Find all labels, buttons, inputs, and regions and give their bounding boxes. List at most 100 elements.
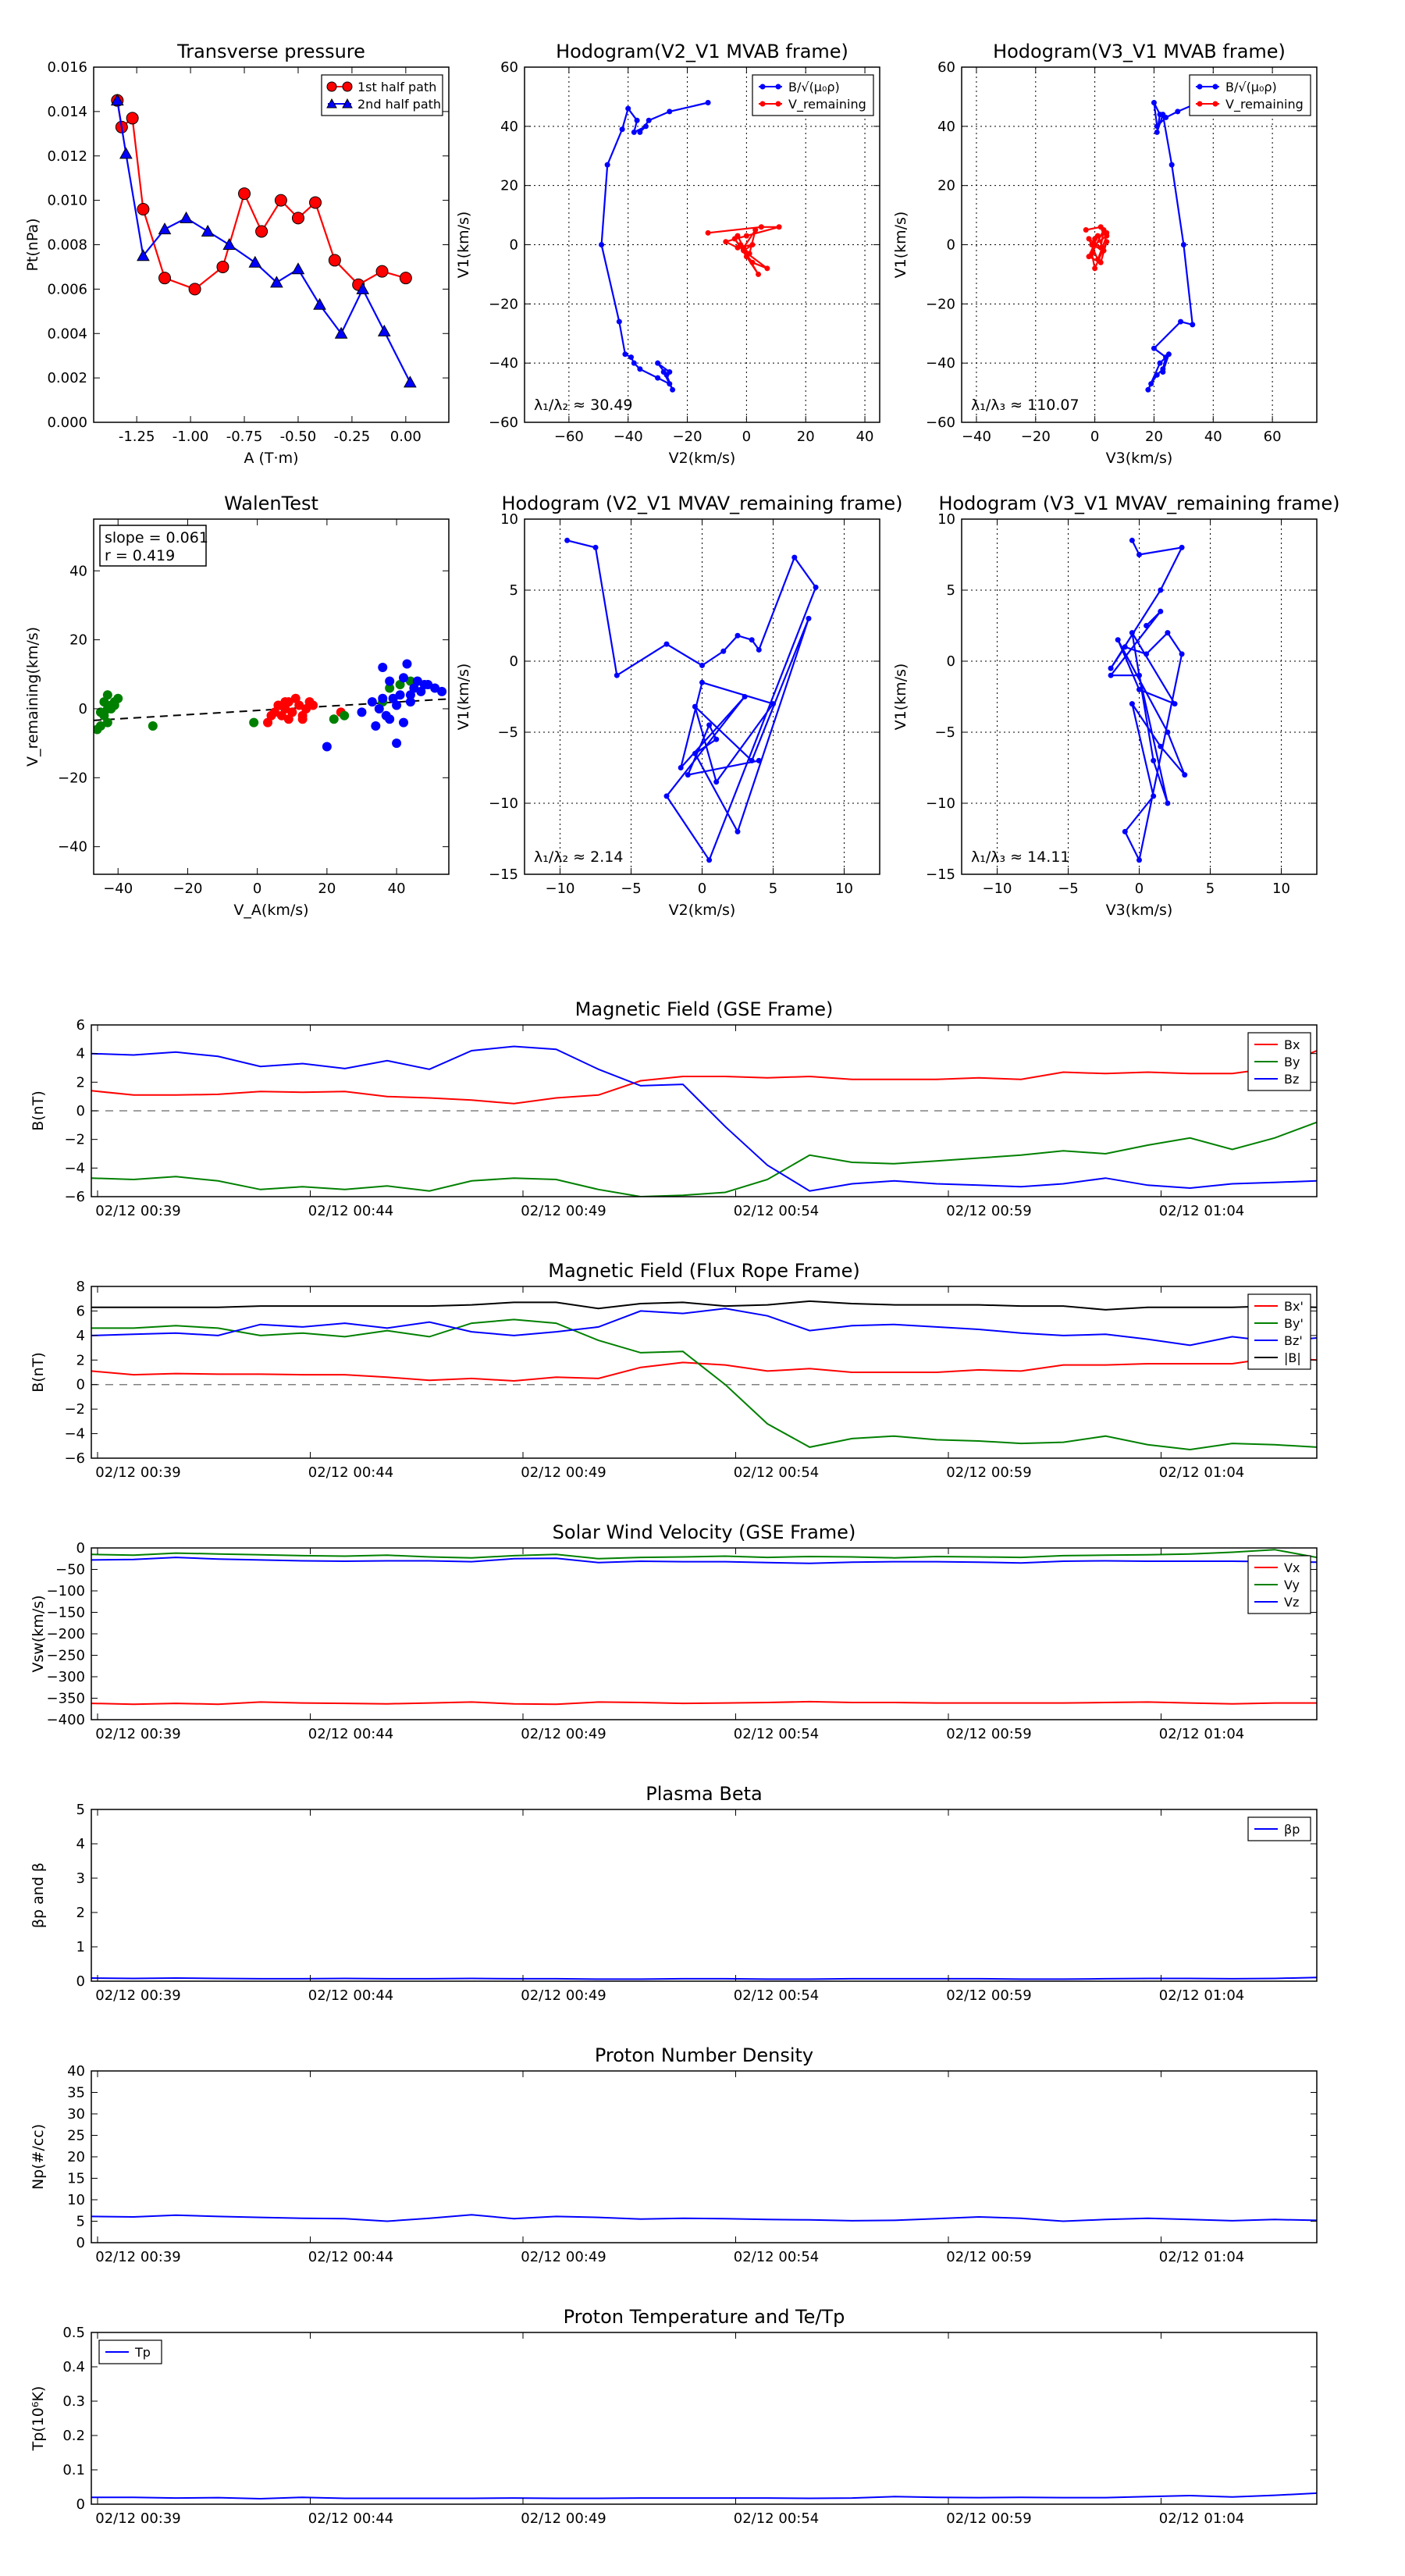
data-point xyxy=(735,233,741,239)
y-tick-label: −20 xyxy=(489,296,518,312)
y-tick-label: 0.010 xyxy=(47,193,87,209)
series-group xyxy=(110,94,417,388)
data-point xyxy=(663,641,670,647)
data-point xyxy=(392,700,402,710)
chart-title: Plasma Beta xyxy=(646,1783,762,1805)
data-point xyxy=(705,229,711,236)
plot-frame xyxy=(91,1809,1318,1982)
series-line-Vy xyxy=(91,1549,1317,1560)
data-point xyxy=(1092,265,1098,272)
legend-label: B/√(μ₀ρ) xyxy=(1225,80,1277,94)
data-point xyxy=(1092,242,1098,247)
data-point xyxy=(655,360,661,366)
y-axis-label: V_remaining(km/s) xyxy=(24,627,41,767)
x-tick-label: 20 xyxy=(1145,429,1163,445)
y-tick-label: 0.1 xyxy=(62,2462,85,2478)
series-line-Bz' xyxy=(91,1308,1317,1347)
y-tick-label: 40 xyxy=(937,119,955,135)
data-point xyxy=(399,717,409,728)
data-point xyxy=(1101,227,1107,233)
x-axis-label: V2(km/s) xyxy=(669,450,736,467)
plot-frame xyxy=(91,1547,1318,1720)
data-point xyxy=(1180,242,1186,247)
x-tick-label: 02/12 01:04 xyxy=(1159,1987,1244,2004)
y-tick-label: 4 xyxy=(76,1836,85,1852)
stats-box xyxy=(99,525,207,567)
y-tick-label: 0 xyxy=(76,2496,85,2513)
data-point xyxy=(1151,345,1157,351)
y-tick-label: 3 xyxy=(76,1870,85,1887)
y-tick-label: −60 xyxy=(489,415,518,431)
y-tick-label: 0.2 xyxy=(62,2428,85,2444)
data-point xyxy=(308,700,318,710)
data-point xyxy=(1129,701,1135,707)
x-tick-label: −20 xyxy=(673,429,702,445)
series-line-Np xyxy=(91,2214,1317,2222)
data-point xyxy=(402,659,412,669)
data-point xyxy=(1179,651,1185,657)
y-tick-label: 0.002 xyxy=(47,370,87,386)
y-tick-label: 0.008 xyxy=(47,237,87,254)
chart-title: Solar Wind Velocity (GSE Frame) xyxy=(553,1521,856,1543)
data-point xyxy=(255,225,269,238)
data-point xyxy=(1136,672,1142,678)
data-point xyxy=(742,694,748,699)
y-tick-label: −400 xyxy=(47,1712,85,1728)
series-group xyxy=(1108,537,1188,863)
y-tick-label: −350 xyxy=(47,1691,85,1707)
data-point xyxy=(102,717,112,728)
x-tick-label: 02/12 00:39 xyxy=(95,1726,180,1742)
x-tick-label: 10 xyxy=(1272,881,1290,897)
y-tick-label: −300 xyxy=(47,1669,85,1685)
x-tick-label: 02/12 00:49 xyxy=(521,1726,606,1742)
y-axis-label: βp and β xyxy=(30,1863,47,1928)
x-tick-label: 40 xyxy=(1204,429,1222,445)
data-point xyxy=(655,375,661,381)
y-tick-label: 0 xyxy=(76,2235,85,2251)
data-point xyxy=(270,276,283,288)
x-tick-label: −20 xyxy=(1021,429,1051,445)
legend-marker xyxy=(775,84,781,90)
x-tick-label: 02/12 00:54 xyxy=(734,1987,819,2004)
x-tick-label: −40 xyxy=(103,881,133,897)
data-point xyxy=(692,703,698,710)
data-point xyxy=(1089,251,1095,257)
x-tick-label: 5 xyxy=(769,881,777,897)
x-tick-label: 02/12 00:54 xyxy=(734,1726,819,1742)
series-line-Tp xyxy=(91,2492,1317,2500)
series-line-By xyxy=(91,1121,1317,1197)
series-group xyxy=(91,1976,1317,1980)
y-tick-label: −40 xyxy=(926,355,955,372)
x-tick-label: 02/12 00:49 xyxy=(521,1464,606,1481)
x-tick-label: 02/12 00:44 xyxy=(308,1987,393,2004)
x-tick-label: 02/12 00:39 xyxy=(95,1464,180,1481)
legend-label: Bz xyxy=(1284,1072,1299,1087)
y-tick-label: 0.014 xyxy=(47,104,87,120)
legend-label: 1st half path xyxy=(357,80,436,94)
plot-frame xyxy=(91,2332,1318,2505)
y-tick-label: 0 xyxy=(76,1973,85,1990)
data-point xyxy=(385,676,395,686)
chart-title: WalenTest xyxy=(224,493,318,514)
data-point xyxy=(395,680,405,690)
x-tick-label: -0.50 xyxy=(280,429,317,445)
y-axis-label: Vsw(km/s) xyxy=(30,1595,47,1672)
y-tick-label: 0 xyxy=(76,1377,85,1393)
y-tick-label: −100 xyxy=(47,1583,85,1599)
y-tick-label: 8 xyxy=(76,1279,85,1295)
data-point xyxy=(631,129,637,135)
y-tick-label: 6 xyxy=(76,1303,85,1319)
data-point xyxy=(1136,857,1142,863)
data-point xyxy=(776,224,782,230)
data-point xyxy=(102,690,112,700)
chart-title: Transverse pressure xyxy=(176,41,365,62)
data-point xyxy=(273,700,283,710)
data-point xyxy=(238,187,251,201)
data-point xyxy=(756,646,762,653)
data-point xyxy=(1145,386,1151,393)
data-point xyxy=(1094,256,1101,262)
data-point xyxy=(109,700,119,710)
data-point xyxy=(642,123,649,130)
data-point xyxy=(126,112,139,125)
x-tick-label: 02/12 00:59 xyxy=(946,1464,1031,1481)
